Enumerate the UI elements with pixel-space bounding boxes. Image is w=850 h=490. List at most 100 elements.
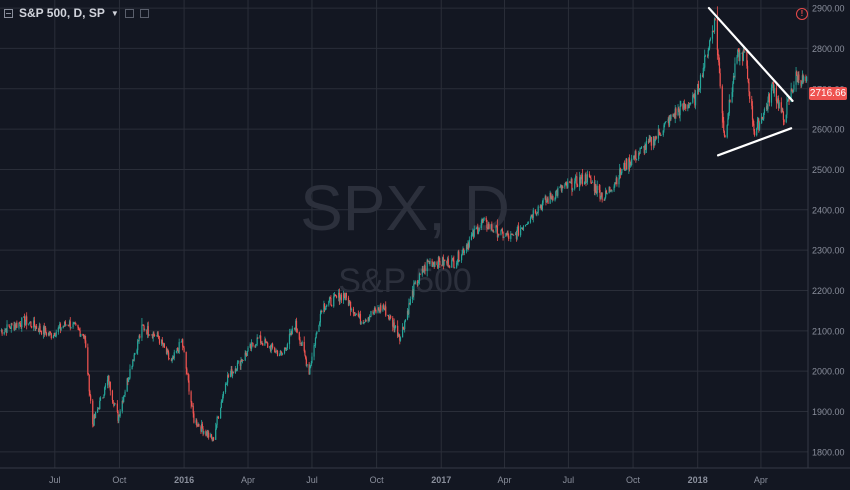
candle-body	[706, 55, 709, 57]
candle-body	[153, 332, 155, 335]
candle-body	[197, 423, 199, 427]
candle-body	[680, 103, 682, 106]
candle-body	[546, 200, 548, 203]
candle-body	[689, 103, 691, 105]
candle-body	[334, 294, 336, 296]
candle-body	[531, 216, 534, 218]
collapse-icon[interactable]	[4, 8, 13, 18]
candle-body	[35, 326, 38, 329]
candle-body	[787, 100, 789, 102]
chevron-down-icon[interactable]: ▼	[110, 8, 119, 18]
candle-body	[211, 437, 213, 441]
time-axis[interactable]: Jul Oct 2016 Apr Jul Oct 2017 Apr Jul Oct 2018 Apr	[0, 467, 850, 485]
candle-body	[590, 177, 592, 183]
candle-body	[21, 317, 23, 328]
candle-body	[708, 47, 710, 51]
candle-body	[168, 352, 170, 359]
candle-body	[40, 330, 43, 335]
candle-body	[133, 354, 135, 361]
candle-body	[29, 321, 31, 323]
candle-body	[388, 317, 390, 321]
candle-body	[231, 369, 233, 376]
candle-body	[196, 420, 198, 426]
candle-body	[362, 322, 364, 324]
candle-body	[355, 313, 357, 315]
candle-body	[67, 324, 69, 326]
candle-body	[624, 163, 626, 170]
candle-body	[590, 182, 593, 184]
candle-body	[513, 235, 515, 236]
candle-body	[801, 75, 803, 83]
candle-body	[158, 336, 160, 340]
candle-body	[281, 353, 284, 355]
candle-body	[55, 331, 57, 337]
candle-body	[397, 334, 399, 337]
candle-body	[276, 351, 279, 356]
candle-body	[222, 396, 224, 401]
candle-body	[59, 323, 61, 328]
candle-body	[699, 88, 701, 90]
candle-body	[757, 119, 759, 122]
candle-body	[48, 332, 50, 336]
candle-body	[457, 251, 459, 261]
candle-body	[567, 181, 569, 188]
candle-body	[50, 333, 52, 339]
close-icon[interactable]	[139, 8, 149, 18]
candle-body	[741, 52, 743, 54]
candle-body	[663, 125, 665, 131]
candle-body	[655, 136, 657, 139]
candle-body	[583, 181, 586, 185]
candle-body	[712, 30, 714, 32]
candle-body	[121, 400, 123, 412]
candle-body	[151, 334, 153, 336]
y-tick-label: 1800.00	[812, 447, 845, 457]
price-axis[interactable]: 1800.00 1900.00 2000.00 2100.00 2200.00 2300.…	[807, 0, 850, 490]
candle-body	[732, 83, 734, 93]
candle-body	[466, 244, 468, 249]
candle-body	[165, 347, 168, 354]
candle-body	[176, 347, 178, 352]
candle-body	[800, 80, 802, 86]
candle-body	[137, 340, 140, 342]
candle-body	[246, 351, 248, 356]
candle-body	[453, 267, 456, 269]
candle-body	[14, 325, 16, 330]
candle-body	[82, 334, 84, 336]
candle-body	[370, 311, 372, 317]
candle-body	[798, 74, 800, 81]
candle-body	[99, 397, 102, 401]
candle-body	[510, 233, 512, 239]
candle-body	[151, 334, 154, 338]
x-tick-label: Apr	[497, 475, 511, 485]
candle-body	[350, 301, 352, 311]
candle-body	[603, 199, 605, 201]
candle-body	[288, 334, 291, 345]
candle-body	[728, 113, 730, 119]
candle-body	[702, 68, 704, 77]
candle-body	[177, 347, 179, 351]
candle-body	[124, 391, 126, 396]
candle-body	[472, 230, 475, 237]
settings-icon[interactable]	[124, 8, 134, 18]
x-tick-label: Oct	[626, 475, 641, 485]
symbol-label[interactable]: S&P 500, D, SP	[19, 6, 105, 20]
candle-body	[770, 88, 773, 103]
candle-body	[368, 316, 371, 320]
candle-body	[481, 218, 483, 223]
candle-body	[565, 182, 567, 185]
candle-body	[618, 178, 620, 185]
candle-body	[650, 137, 652, 146]
candle-body	[438, 256, 440, 261]
candle-body	[128, 377, 130, 380]
candle-body	[625, 159, 627, 170]
alert-icon[interactable]: !	[796, 8, 808, 20]
candle-body	[451, 259, 453, 268]
candle-body	[142, 324, 144, 326]
candle-body	[284, 347, 286, 349]
candle-body	[28, 322, 31, 324]
candle-body	[419, 273, 421, 275]
candle-body	[408, 303, 410, 314]
candle-body	[443, 259, 445, 266]
candle-body	[588, 174, 591, 178]
